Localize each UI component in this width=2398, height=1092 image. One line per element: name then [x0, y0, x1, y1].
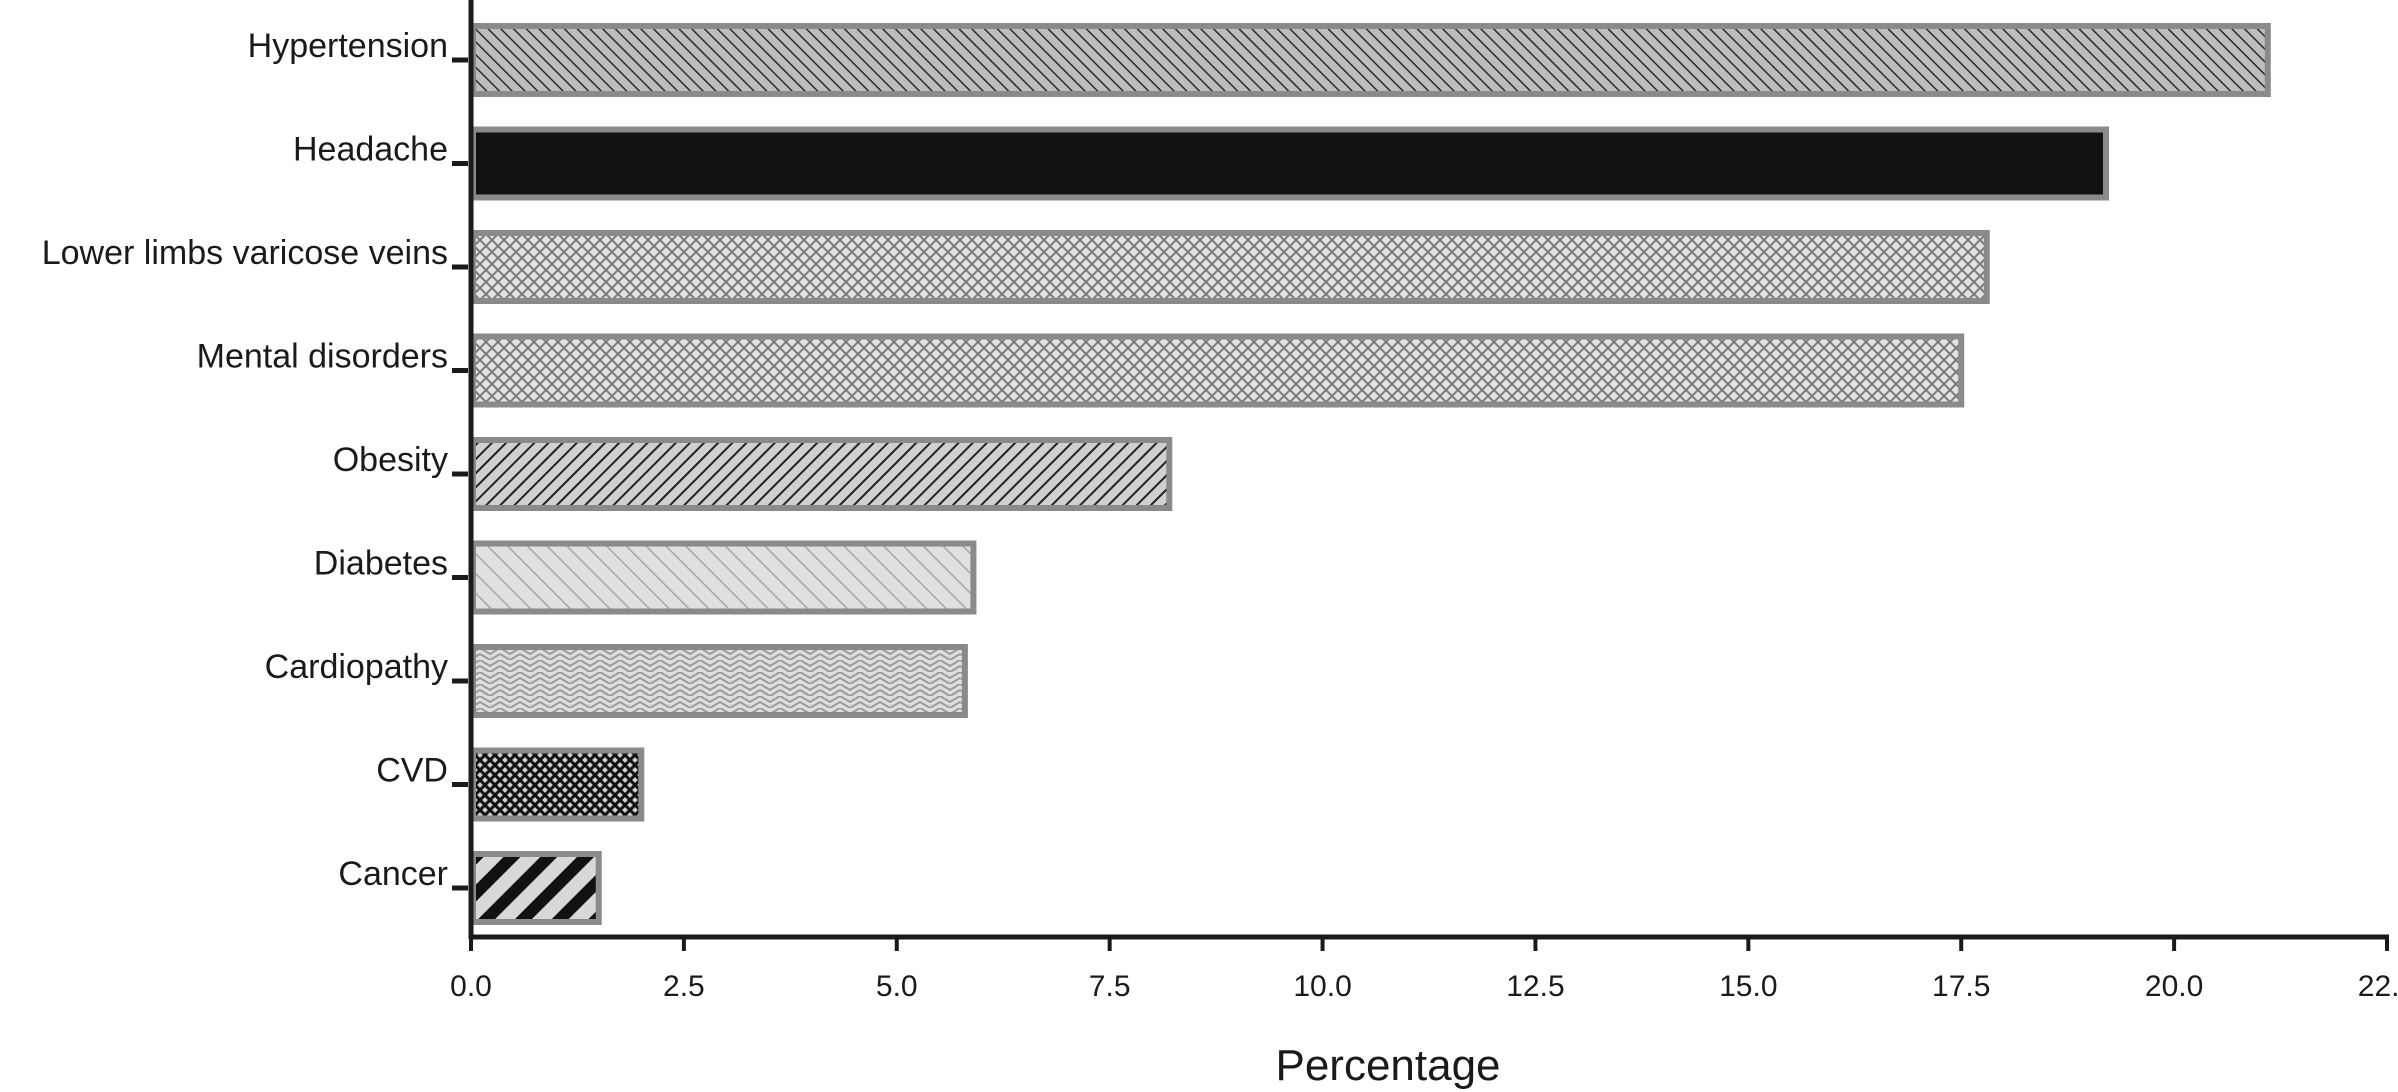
x-tick-label: 17.5 — [1932, 970, 1990, 1003]
bar-cvd — [470, 747, 645, 822]
category-label: Headache — [293, 130, 448, 168]
category-label: Obesity — [333, 441, 448, 479]
x-tick-label: 0.0 — [450, 970, 492, 1003]
x-tick-label: 5.0 — [876, 970, 918, 1003]
x-tick-label: 7.5 — [1089, 970, 1131, 1003]
category-label: CVD — [376, 751, 448, 789]
category-label: Diabetes — [314, 544, 448, 582]
x-tick-label: 10.0 — [1293, 970, 1351, 1003]
bar-diabetes — [470, 540, 977, 615]
x-tick-labels-group: 0.0 2.5 5.0 7.5 10.0 12.5 15.0 17.5 20.0 22.5 — [450, 970, 2398, 1003]
bar-obesity — [470, 437, 1173, 511]
y-tick-marks-group — [452, 57, 468, 891]
category-label: Cardiopathy — [265, 648, 448, 686]
category-labels-group: Hypertension Headache Lower limbs varicose… — [42, 27, 448, 893]
x-tick-marks-group — [469, 937, 2389, 951]
x-tick-label: 20.0 — [2145, 970, 2203, 1003]
bars-group — [470, 23, 2271, 925]
bar-headache — [470, 126, 2109, 201]
x-tick-label: 12.5 — [1506, 970, 1564, 1003]
x-tick-label: 22.5 — [2358, 970, 2398, 1003]
x-axis-title: Percentage — [1275, 1041, 1500, 1090]
bar-mental-disorders — [470, 333, 1965, 408]
x-tick-label: 2.5 — [663, 970, 705, 1003]
category-label: Cancer — [338, 855, 448, 893]
category-label: Lower limbs varicose veins — [42, 234, 448, 272]
bar-hypertension — [470, 23, 2271, 97]
bar-cardiopathy — [470, 644, 968, 718]
category-label: Mental disorders — [197, 337, 448, 375]
bar-cancer — [470, 851, 602, 925]
category-label: Hypertension — [248, 27, 448, 65]
x-tick-label: 15.0 — [1719, 970, 1777, 1003]
bar-lower-limbs-varicose-veins — [470, 230, 1990, 304]
